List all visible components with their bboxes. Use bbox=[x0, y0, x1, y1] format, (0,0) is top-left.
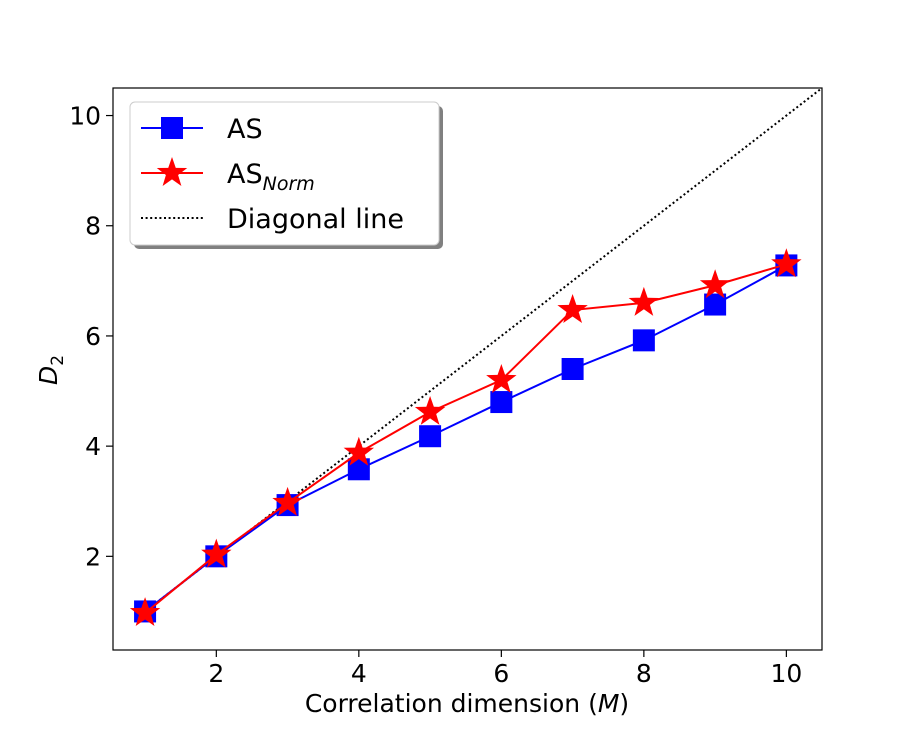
legend-label: ASNorm bbox=[227, 159, 315, 195]
x-tick-label: 2 bbox=[208, 659, 224, 688]
x-tick-label: 8 bbox=[636, 659, 652, 688]
x-tick-label: 6 bbox=[493, 659, 509, 688]
legend-entries: AS ASNorm Diagonal line bbox=[141, 114, 404, 235]
legend-entry: Diagonal line bbox=[141, 204, 404, 235]
data-point-square bbox=[704, 293, 727, 316]
data-point-square bbox=[490, 391, 513, 414]
x-axis-label: Correlation dimension (M) bbox=[305, 689, 629, 718]
data-point-star bbox=[628, 286, 660, 316]
data-point-star bbox=[201, 538, 232, 568]
data-point-star bbox=[414, 395, 446, 425]
data-point-square bbox=[419, 425, 442, 448]
data-point-square bbox=[561, 358, 584, 380]
y-tick-label: 4 bbox=[85, 432, 101, 461]
legend-marker bbox=[161, 117, 183, 139]
y-tick-label: 8 bbox=[85, 212, 101, 241]
data-point-star bbox=[129, 597, 161, 627]
y-axis-label: D2 bbox=[34, 355, 68, 385]
legend-entry: ASNorm bbox=[141, 157, 315, 195]
data-point-square bbox=[347, 458, 370, 481]
data-point-star bbox=[699, 269, 731, 299]
data-point-star bbox=[486, 364, 517, 393]
y-tick-label: 2 bbox=[85, 542, 101, 571]
legend-label: AS bbox=[227, 114, 263, 145]
axis-labels: Correlation dimension (M) D2 bbox=[34, 355, 629, 718]
data-point-star bbox=[343, 436, 375, 466]
axes: 2 4 6 8 10 2 4 6 8 10 bbox=[69, 102, 802, 688]
plot-frame bbox=[112, 87, 823, 651]
y-tick-label: 10 bbox=[69, 102, 101, 131]
series-line bbox=[144, 263, 787, 614]
x-tick-label: 10 bbox=[770, 659, 802, 688]
legend-marker bbox=[156, 157, 188, 186]
legend-box bbox=[129, 101, 440, 246]
legend-entry: AS bbox=[141, 114, 263, 145]
series-layer bbox=[129, 248, 802, 627]
legend: AS ASNorm Diagonal line bbox=[129, 101, 443, 249]
data-point-star bbox=[557, 294, 588, 323]
y-tick-label: 6 bbox=[85, 322, 101, 351]
legend-label: Diagonal line bbox=[227, 204, 404, 235]
x-tick-label: 4 bbox=[351, 659, 367, 688]
data-point-square bbox=[632, 329, 655, 352]
series-asnorm bbox=[129, 248, 802, 627]
series-as bbox=[134, 254, 798, 623]
plot-area bbox=[112, 87, 823, 651]
data-point-star bbox=[272, 486, 303, 516]
series-line bbox=[144, 264, 787, 613]
data-point-star bbox=[771, 248, 802, 278]
